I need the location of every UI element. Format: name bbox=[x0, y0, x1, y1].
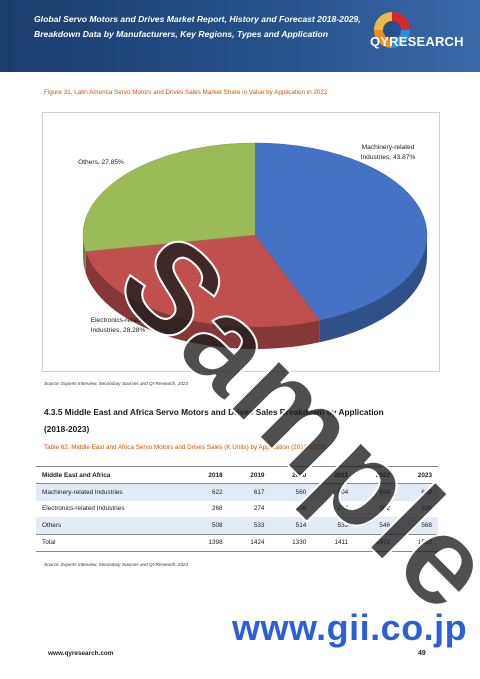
table-cell: 624 bbox=[354, 483, 397, 501]
pie-chart bbox=[82, 142, 428, 349]
table-cell: 617 bbox=[228, 483, 271, 501]
logo-text: QYRESEARCH bbox=[370, 34, 464, 49]
table-cell: 560 bbox=[270, 483, 313, 501]
sales-table: Middle East and Africa 2018 2019 2020 20… bbox=[36, 465, 438, 552]
table-row: Electronics-related Industries 268 274 2… bbox=[36, 501, 438, 517]
pie-label-others: Others, 27.85% bbox=[61, 158, 141, 168]
pie-label-machinery-line2: Industries, 43.87% bbox=[360, 154, 416, 161]
table-header-cell: 2023 bbox=[396, 465, 438, 485]
table-cell: 256 bbox=[295, 505, 307, 513]
pie-slice-others bbox=[82, 142, 256, 252]
footer-url[interactable]: www.qyresearch.com bbox=[48, 650, 114, 657]
report-header: Global Servo Motors and Drives Market Re… bbox=[0, 0, 480, 72]
table-header-cell: Middle East and Africa bbox=[36, 465, 187, 485]
pie-label-others-line1: Others, 27.85% bbox=[78, 159, 124, 166]
table-cell: 669 bbox=[396, 483, 438, 501]
table-header-cell: 2018 bbox=[186, 465, 229, 485]
table-source: Source: Experts Interview, Secondary Sou… bbox=[44, 562, 189, 567]
gii-watermark: www.gii.co.jp bbox=[232, 607, 468, 648]
section-heading-line2: (2018-2023) bbox=[44, 424, 90, 434]
table-row: Machinery-related Industries 622 617 560… bbox=[36, 483, 438, 501]
globe-icon bbox=[374, 12, 410, 48]
pie-chart-frame: Machinery-related Industries, 43.87% Ele… bbox=[42, 112, 440, 372]
table-cell: Machinery-related Industries bbox=[36, 483, 187, 501]
table-cell: 1472 bbox=[354, 533, 397, 552]
table-cell: 568 bbox=[396, 517, 438, 535]
table-header-cell: 2021 bbox=[312, 465, 355, 485]
table-cell: Total bbox=[36, 533, 187, 552]
table-cell: 1330 bbox=[270, 533, 313, 552]
table-header-cell: 2019 bbox=[228, 465, 271, 485]
table-caption: Table 62. Middle East and Africa Servo M… bbox=[44, 444, 326, 451]
table-cell: 268 bbox=[211, 505, 223, 513]
figure-caption: Figure 31. Latin America Servo Motors an… bbox=[44, 89, 328, 96]
page-number: 49 bbox=[418, 650, 426, 657]
pie-label-electronics: Electronics-related Industries, 28.28% bbox=[63, 316, 173, 336]
table-header-cell: 2022 bbox=[354, 465, 397, 485]
figure-source: Source: Experts Interview, Secondary Sou… bbox=[44, 381, 189, 386]
table-cell: 274 bbox=[337, 505, 349, 513]
table-cell: 1424 bbox=[228, 533, 271, 552]
table-cell: 533 bbox=[228, 517, 271, 535]
table-cell: Others bbox=[36, 517, 187, 535]
pie-slice-machinery-side bbox=[319, 235, 427, 343]
pie-label-electronics-line1: Electronics-related bbox=[90, 317, 146, 324]
pie-label-machinery: Machinery-related Industries, 43.87% bbox=[343, 143, 433, 163]
report-title-line1: Global Servo Motors and Drives Market Re… bbox=[34, 14, 361, 24]
table-cell: 326 bbox=[421, 505, 432, 513]
table-cell: 302 bbox=[379, 505, 391, 513]
pie-label-machinery-line1: Machinery-related bbox=[361, 144, 415, 151]
table-cell: 546 bbox=[354, 517, 397, 535]
table-cell: 514 bbox=[270, 517, 313, 535]
report-title-line2: Breakdown Data by Manufacturers, Key Reg… bbox=[34, 29, 328, 39]
pie-label-electronics-line2: Industries, 28.28% bbox=[90, 327, 146, 334]
pie-slice-machinery bbox=[254, 142, 428, 321]
section-heading-line1: 4.3.5 Middle East and Africa Servo Motor… bbox=[44, 407, 384, 417]
table-cell: 533 bbox=[312, 517, 355, 535]
table-row: Others 508 533 514 533 546 568 bbox=[36, 517, 438, 535]
table-cell: Electronics-related Industries bbox=[42, 505, 125, 513]
table-total-row: Total 1398 1424 1330 1411 1472 1563 bbox=[36, 533, 438, 552]
pie-slice-electronics-side bbox=[85, 251, 320, 349]
pie-slice-electronics bbox=[85, 234, 321, 328]
table-header-row: Middle East and Africa 2018 2019 2020 20… bbox=[36, 465, 438, 485]
table-cell: 1398 bbox=[186, 533, 229, 552]
table-header-cell: 2020 bbox=[270, 465, 313, 485]
table-cell: 604 bbox=[312, 483, 355, 501]
section-heading: 4.3.5 Middle East and Africa Servo Motor… bbox=[44, 404, 444, 438]
table-cell: 1411 bbox=[312, 533, 355, 552]
table-cell: 274 bbox=[253, 505, 265, 513]
table-cell: 1563 bbox=[396, 533, 438, 552]
table-cell: 508 bbox=[186, 517, 229, 535]
qyresearch-logo: QYRESEARCH bbox=[362, 6, 468, 64]
table-cell: 622 bbox=[186, 483, 229, 501]
report-title: Global Servo Motors and Drives Market Re… bbox=[34, 12, 364, 42]
